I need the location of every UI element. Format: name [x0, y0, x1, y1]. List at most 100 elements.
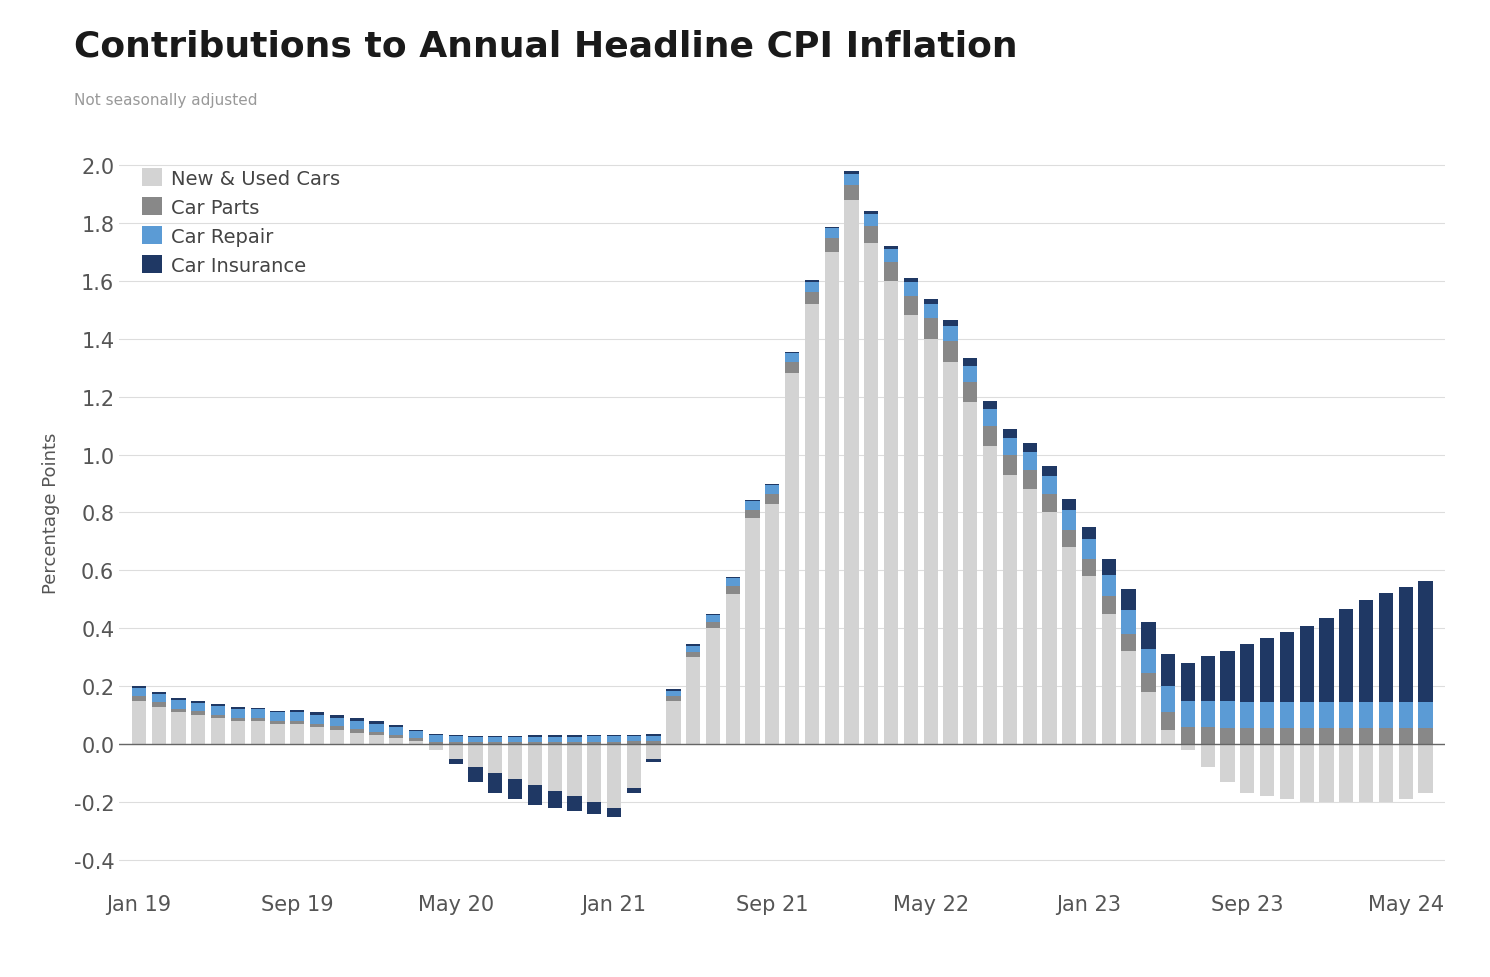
Bar: [1280, 744, 1295, 799]
Bar: [350, 733, 364, 744]
Bar: [171, 708, 186, 712]
Bar: [587, 735, 602, 737]
Bar: [1141, 674, 1156, 693]
Bar: [527, 744, 542, 785]
Bar: [1280, 729, 1295, 744]
Bar: [468, 737, 483, 743]
Bar: [685, 658, 700, 744]
Bar: [1240, 729, 1255, 744]
Bar: [824, 239, 839, 252]
Bar: [606, 808, 621, 817]
Bar: [904, 296, 918, 317]
Bar: [429, 744, 443, 750]
Bar: [685, 646, 700, 653]
Bar: [1220, 701, 1235, 728]
Bar: [706, 616, 720, 622]
Bar: [370, 724, 383, 733]
Bar: [1101, 597, 1116, 615]
Bar: [1122, 652, 1135, 744]
Bar: [508, 743, 522, 744]
Bar: [1299, 701, 1314, 729]
Bar: [1320, 618, 1334, 701]
Bar: [924, 305, 937, 319]
Bar: [943, 320, 958, 326]
Bar: [152, 702, 165, 706]
Bar: [963, 359, 977, 366]
Bar: [468, 768, 483, 782]
Bar: [152, 693, 165, 694]
Bar: [647, 744, 660, 759]
Bar: [291, 724, 304, 744]
Bar: [1299, 626, 1314, 701]
Bar: [766, 504, 779, 744]
Bar: [1122, 611, 1135, 634]
Bar: [1161, 655, 1176, 687]
Bar: [1062, 511, 1076, 531]
Bar: [726, 586, 741, 594]
Bar: [212, 715, 225, 718]
Bar: [171, 712, 186, 744]
Bar: [310, 715, 325, 724]
Bar: [1399, 744, 1413, 799]
Bar: [706, 622, 720, 628]
Bar: [1418, 701, 1432, 729]
Bar: [310, 724, 325, 727]
Bar: [1161, 730, 1176, 744]
Bar: [943, 342, 958, 362]
Bar: [745, 519, 760, 744]
Bar: [350, 730, 364, 733]
Bar: [1399, 587, 1413, 701]
Bar: [191, 701, 206, 703]
Bar: [1022, 489, 1037, 744]
Bar: [270, 712, 285, 721]
Bar: [408, 739, 423, 742]
Bar: [350, 718, 364, 721]
Bar: [1082, 528, 1097, 539]
Bar: [310, 727, 325, 744]
Bar: [389, 739, 404, 744]
Bar: [587, 744, 602, 802]
Bar: [468, 743, 483, 744]
Bar: [429, 736, 443, 742]
Bar: [647, 742, 660, 744]
Bar: [489, 743, 502, 744]
Bar: [329, 730, 344, 744]
Bar: [1240, 701, 1255, 729]
Bar: [627, 742, 641, 744]
Bar: [647, 736, 660, 742]
Bar: [1320, 744, 1334, 802]
Bar: [606, 737, 621, 742]
Bar: [1201, 657, 1214, 701]
Bar: [1220, 728, 1235, 744]
Bar: [1299, 729, 1314, 744]
Bar: [389, 727, 404, 736]
Bar: [133, 701, 146, 744]
Bar: [1141, 693, 1156, 744]
Bar: [1003, 455, 1018, 476]
Bar: [1043, 495, 1056, 513]
Bar: [805, 282, 820, 292]
Bar: [1101, 559, 1116, 575]
Bar: [1101, 615, 1116, 744]
Bar: [745, 502, 760, 510]
Bar: [666, 691, 681, 697]
Bar: [1082, 576, 1097, 744]
Bar: [568, 737, 581, 743]
Bar: [231, 718, 244, 721]
Bar: [606, 744, 621, 808]
Bar: [408, 742, 423, 744]
Bar: [685, 653, 700, 658]
Bar: [1182, 663, 1195, 701]
Bar: [666, 697, 681, 701]
Bar: [587, 737, 602, 742]
Bar: [884, 281, 898, 744]
Bar: [726, 594, 741, 744]
Bar: [191, 711, 206, 715]
Bar: [1359, 701, 1374, 729]
Bar: [587, 742, 602, 744]
Bar: [568, 744, 581, 796]
Bar: [1022, 453, 1037, 471]
Y-axis label: Percentage Points: Percentage Points: [42, 432, 60, 594]
Bar: [1240, 744, 1255, 793]
Bar: [1182, 701, 1195, 727]
